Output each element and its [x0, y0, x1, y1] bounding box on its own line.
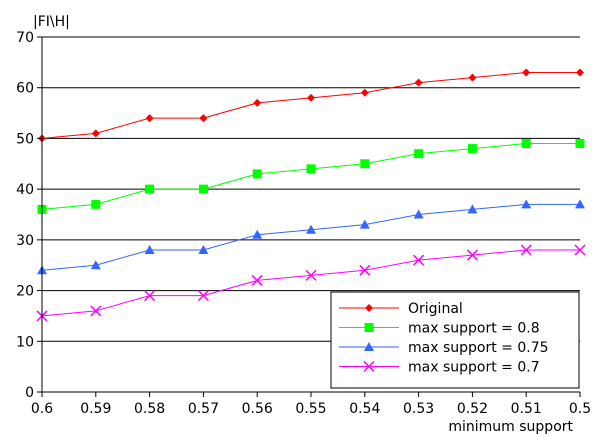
x-tick-label: 0.53 — [403, 401, 434, 417]
x-tick-label: 0.6 — [31, 401, 53, 417]
x-tick-label: 0.51 — [511, 401, 542, 417]
y-tick-label: 40 — [16, 182, 34, 198]
data-point — [90, 305, 102, 317]
legend: Original max support = 0.8 max support = 0… — [330, 291, 580, 389]
x-tick-label: 0.52 — [457, 401, 488, 417]
data-point — [467, 144, 477, 154]
data-point — [521, 199, 532, 209]
axes: 0 10 20 30 40 50 60 70 0.6 0.59 0.58 0.57 0.56 0.55 0.… — [16, 30, 591, 417]
grid — [42, 36, 580, 342]
data-point — [360, 159, 370, 169]
y-axis-label: |FI\H| — [33, 14, 70, 30]
x-tick-label: 0.5 — [569, 401, 591, 417]
x-tick-label: 0.56 — [242, 401, 273, 417]
data-point — [90, 260, 101, 270]
data-point — [521, 139, 531, 148]
y-tick-label: 50 — [16, 131, 34, 147]
y-tick-label: 10 — [16, 334, 34, 350]
data-point — [413, 209, 424, 219]
x-tick-label: 0.54 — [349, 401, 380, 417]
data-point — [91, 199, 101, 209]
legend-label: max support = 0.8 — [408, 321, 540, 337]
data-point — [575, 199, 585, 209]
data-point — [467, 204, 478, 214]
data-point — [359, 264, 371, 276]
data-point — [144, 290, 156, 302]
data-point — [468, 73, 477, 82]
x-tick-label: 0.59 — [80, 401, 111, 417]
data-point — [253, 98, 262, 107]
x-axis-label: minimum support — [448, 419, 573, 435]
data-point — [252, 229, 263, 239]
legend-marker — [363, 360, 375, 373]
y-tick-label: 60 — [16, 81, 34, 97]
data-point — [91, 129, 100, 138]
legend-marker — [364, 323, 374, 332]
y-tick-label: 0 — [25, 385, 34, 401]
series-line — [41, 203, 580, 271]
series-layer — [36, 68, 586, 322]
data-point — [413, 254, 425, 266]
data-point — [414, 149, 424, 159]
series-line — [41, 143, 580, 210]
y-tick-label: 30 — [16, 233, 34, 249]
x-tick-label: 0.55 — [295, 401, 326, 417]
data-point — [252, 169, 262, 179]
data-point — [522, 68, 531, 77]
legend-marker — [364, 342, 374, 351]
data-point — [306, 164, 316, 174]
data-point — [306, 224, 316, 234]
series-line — [41, 72, 580, 139]
data-point — [466, 249, 478, 261]
data-point — [251, 274, 263, 286]
data-point — [144, 245, 155, 254]
data-point — [307, 93, 315, 102]
data-point — [305, 269, 317, 281]
data-point — [414, 78, 423, 87]
legend-marker — [365, 304, 373, 312]
data-point — [575, 139, 585, 148]
data-point — [576, 68, 584, 77]
legend-label: Original — [408, 301, 463, 317]
x-tick-label: 0.57 — [188, 401, 219, 417]
data-point — [197, 290, 209, 302]
data-point — [199, 114, 208, 123]
data-point — [198, 184, 208, 194]
data-point — [198, 245, 209, 254]
data-point — [520, 244, 532, 256]
x-tick-label: 0.58 — [134, 401, 165, 417]
data-point — [359, 219, 370, 229]
legend-label: max support = 0.75 — [408, 340, 549, 356]
data-point — [145, 184, 155, 194]
data-point — [360, 88, 369, 97]
legend-label: max support = 0.7 — [408, 360, 540, 376]
y-tick-label: 20 — [16, 284, 34, 300]
y-tick-label: 70 — [16, 30, 34, 46]
data-point — [145, 114, 154, 123]
data-point — [574, 244, 586, 256]
